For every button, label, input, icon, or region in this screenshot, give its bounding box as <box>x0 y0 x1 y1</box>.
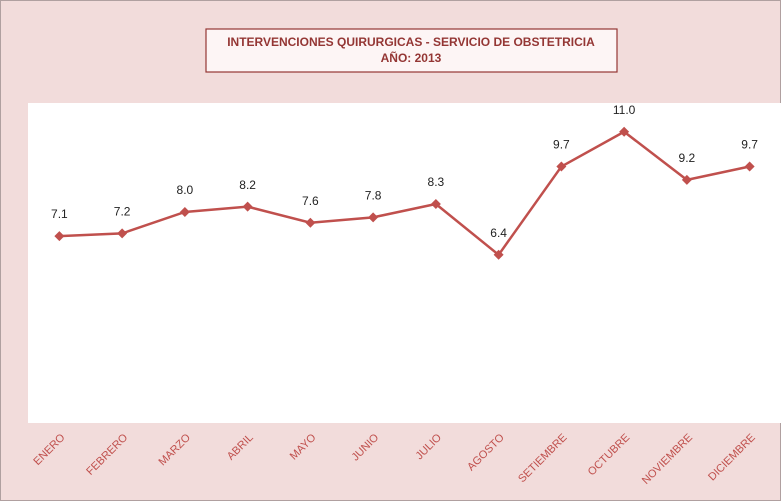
data-label: 6.4 <box>490 226 507 240</box>
chart-subtitle: AÑO: 2013 <box>381 50 442 65</box>
data-line <box>59 130 750 257</box>
marker <box>117 228 128 239</box>
chart-title: INTERVENCIONES QUIRURGICAS - SERVICIO DE… <box>227 35 595 49</box>
marker <box>681 174 692 185</box>
marker <box>54 231 65 242</box>
title-box <box>205 28 618 73</box>
data-label: 9.7 <box>741 138 758 152</box>
data-label: 7.1 <box>51 207 68 221</box>
marker <box>305 217 316 228</box>
marker <box>242 201 253 212</box>
marker <box>744 161 755 172</box>
data-label: 9.7 <box>553 138 570 152</box>
data-label: 8.2 <box>239 178 256 192</box>
marker <box>556 161 567 172</box>
data-label: 11.0 <box>613 103 636 117</box>
marker <box>368 212 379 223</box>
data-label: 7.2 <box>114 205 131 219</box>
data-label: 8.0 <box>177 183 194 197</box>
data-label: 7.8 <box>365 189 382 203</box>
plot-area <box>28 103 781 423</box>
data-label: 9.2 <box>679 151 696 165</box>
marker <box>179 207 190 217</box>
data-label: 7.6 <box>302 194 319 208</box>
data-label: 8.3 <box>428 175 445 189</box>
marker <box>493 249 504 260</box>
marker <box>430 198 441 209</box>
marker <box>619 126 630 137</box>
